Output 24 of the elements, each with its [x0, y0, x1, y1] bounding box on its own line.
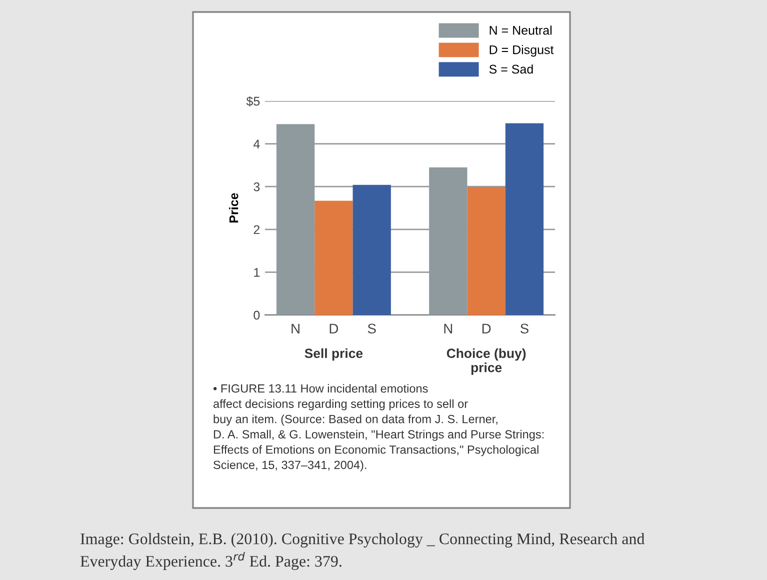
legend-label: N = Neutral [490, 26, 552, 35]
x-tick-label: D [482, 324, 491, 334]
x-tick-label: D [330, 324, 338, 334]
text: Choice (buy) price [446, 348, 526, 375]
bar [352, 184, 391, 315]
text: Image: Goldstein, E.B. (2010). Cognitive Psychology _ Connecting Mind, Research and Everyday Experience. 3$^{rd}$ Ed. Page: 379. [80, 533, 645, 570]
y-tick-label: 2 [254, 225, 260, 234]
y-tick-label: 4 [253, 140, 260, 148]
bar [314, 200, 353, 315]
y-tick-label: 0 [254, 310, 260, 320]
text: • FIGURE 13.11 How incidental emotions affect decisions regarding setting prices to sell or buy an item. (Source: Based on data from J. S. Lerner, D. A. Small, & G. Lowenstein, "Heart Strings and Purse Strings: Effects of Emotions on Economic Transactions," Psychological Science, 15, 337–341, 2004). [213, 384, 544, 472]
legend-label: S = Sad [489, 64, 533, 74]
x-tick-label: N [444, 324, 452, 334]
y-tick-label: 1 [254, 268, 260, 277]
x-tick-label: S [368, 324, 376, 334]
bar [505, 123, 544, 315]
bar [467, 187, 506, 315]
x-tick-label: S [520, 324, 528, 334]
y-tick-label: 3 [254, 182, 260, 192]
y-tick-label: $5 [246, 96, 260, 106]
y-axis-title: Price [229, 193, 238, 222]
x-tick-label: N [292, 324, 300, 334]
legend-label: D = Disgust [490, 45, 554, 57]
text: Sell price [304, 348, 363, 361]
